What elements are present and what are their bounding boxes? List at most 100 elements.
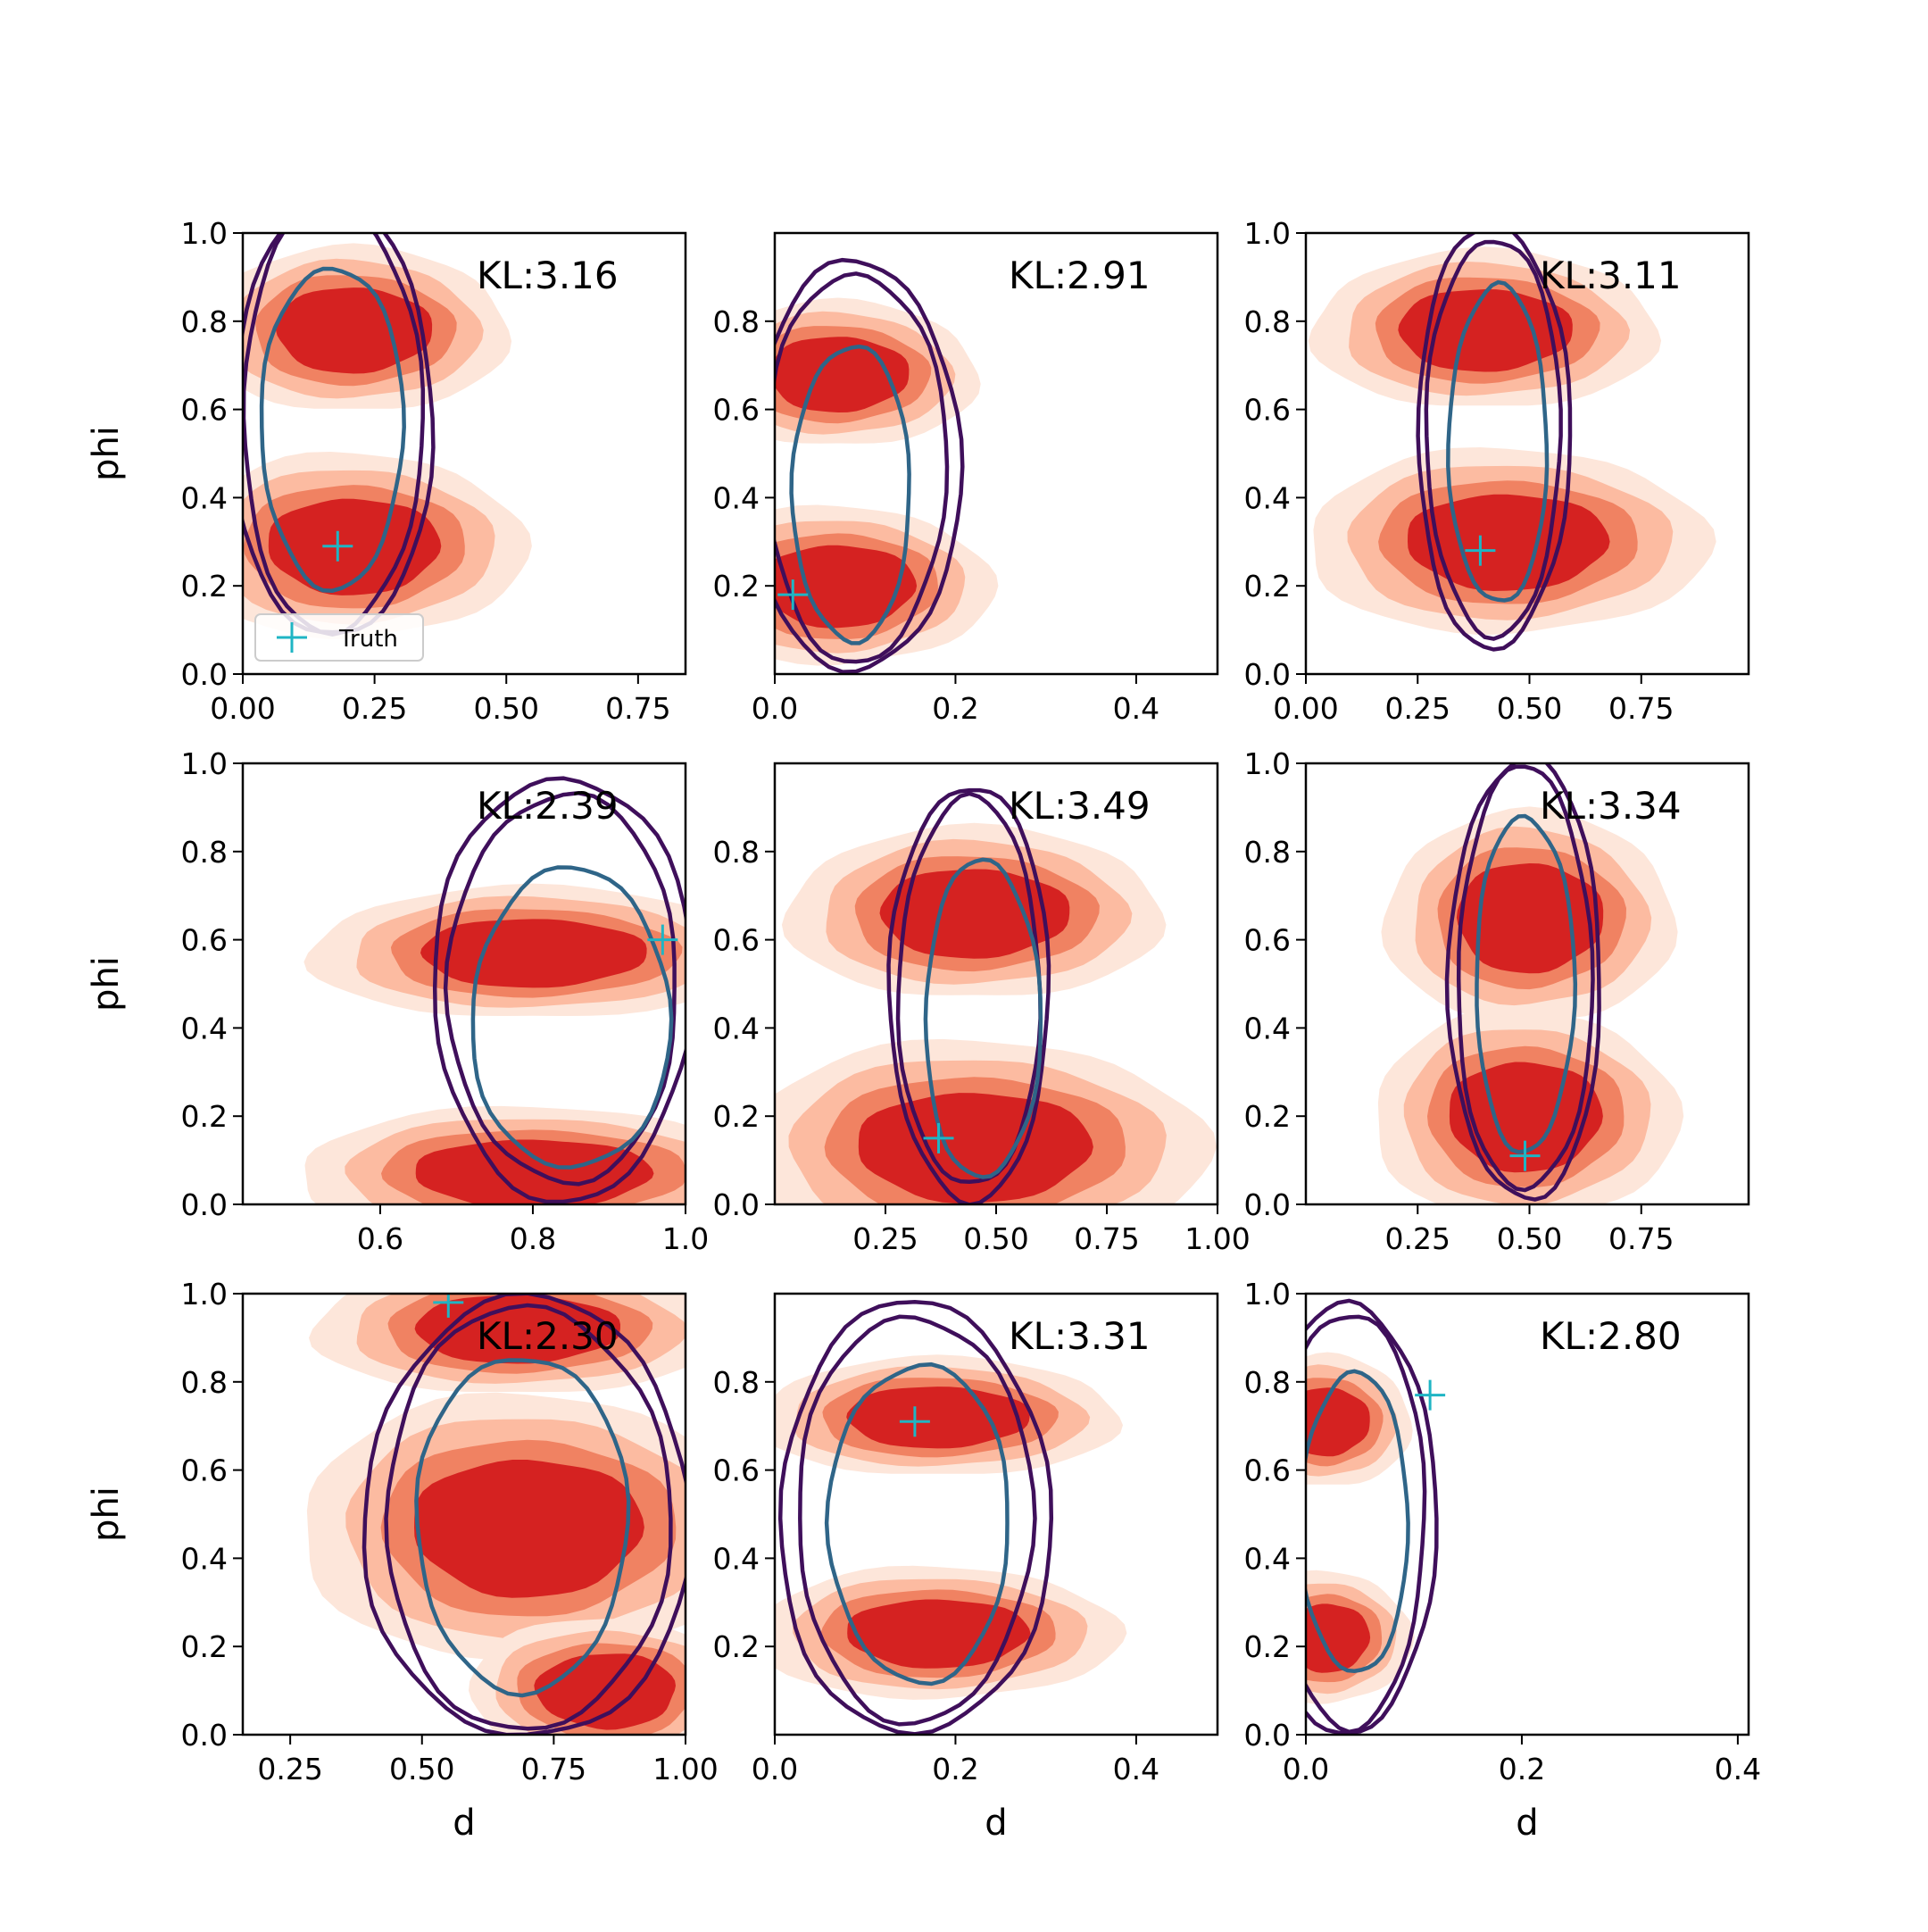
axes-frame: [1304, 762, 1750, 1206]
y-tick-label: 0.6: [713, 393, 760, 428]
plot-area: [775, 1300, 1127, 1735]
contour-outer: [362, 1294, 686, 1735]
y-tick-label: 0.2: [1244, 569, 1291, 604]
y-tick-label: 0.0: [181, 657, 228, 692]
y-tick-label: 0.8: [1244, 1365, 1291, 1400]
panel-3: KL:3.11 0.00 0.25 0.50 0.75 0.0 0.2 0.4 0.6 0.8 1.…: [1244, 216, 1750, 726]
x-tick-label: 0.25: [1385, 1221, 1450, 1256]
legend: Truth: [254, 613, 424, 662]
density-fill-level-4: [847, 1599, 1031, 1669]
y-tick-label: 1.0: [181, 216, 228, 251]
x-tick-label: 0.2: [932, 1752, 978, 1786]
kl-annotation: KL:2.91: [1009, 254, 1151, 297]
x-tick-label: 0.25: [852, 1221, 918, 1256]
x-tick-label: 0.50: [389, 1752, 454, 1786]
y-tick-label: 0.8: [1244, 835, 1291, 870]
axes-frame: [773, 1292, 1219, 1736]
x-tick-label: 0.75: [521, 1752, 586, 1786]
panel-6: KL:3.34 0.25 0.50 0.75 0.0 0.2 0.4 0.6 0.8 1.0: [1244, 746, 1750, 1256]
x-tick-label: 0.25: [342, 691, 407, 726]
contour-outer: [1416, 233, 1573, 652]
x-tick-label: 0.4: [1113, 1752, 1159, 1786]
contour-inner: [1306, 1369, 1410, 1673]
contour-outer: [777, 1300, 1054, 1735]
plot-area: [1306, 1298, 1446, 1735]
x-axis-label: d: [453, 1803, 475, 1844]
truth-marker: [923, 1122, 954, 1153]
x-tick-label: 0.0: [752, 1752, 798, 1786]
x-tick-label: 0.50: [963, 1221, 1028, 1256]
y-tick-label: 0.8: [1244, 304, 1291, 339]
contour-inner: [824, 1362, 1010, 1686]
x-tick-label: 0.50: [1497, 691, 1562, 726]
y-tick-label: 0.0: [181, 1718, 228, 1753]
density-fill-level-4: [268, 498, 442, 595]
density-fill-level-4: [775, 545, 918, 629]
y-tick-label: 1.0: [1244, 1277, 1291, 1312]
y-tick-label: 0.4: [181, 480, 228, 515]
y-tick-label: 0.8: [713, 1365, 760, 1400]
x-axis-label: d: [985, 1803, 1007, 1844]
y-tick-label: 1.0: [1244, 216, 1291, 251]
y-axis-label: phi: [86, 956, 127, 1012]
legend-box: [254, 613, 424, 662]
x-tick-label: 0.2: [932, 691, 978, 726]
contour-middle: [798, 1314, 1037, 1727]
x-tick-label: 0.75: [605, 691, 670, 726]
x-tick-label: 0.8: [510, 1221, 556, 1256]
contour-inner: [414, 1358, 631, 1698]
y-tick-label: 0.4: [181, 1541, 228, 1576]
truth-marker: [1415, 1379, 1446, 1411]
y-tick-label: 0.6: [1244, 1453, 1291, 1488]
contour-inner: [470, 865, 674, 1170]
x-tick-label: 0.50: [473, 691, 538, 726]
plot-area: [303, 776, 686, 1204]
axes-frame: [1304, 1292, 1750, 1736]
axes-frame: [241, 1292, 687, 1736]
x-tick-label: 0.2: [1499, 1752, 1545, 1786]
plot-area: [775, 787, 1217, 1204]
kl-annotation: KL:2.30: [477, 1314, 619, 1358]
x-tick-label: 0.4: [1113, 691, 1159, 726]
contour-middle: [1456, 764, 1595, 1193]
contour-outer: [1306, 1298, 1439, 1735]
x-tick-label: 0.75: [1608, 1221, 1674, 1256]
y-tick-label: 0.2: [713, 569, 760, 604]
y-tick-label: 0.6: [713, 923, 760, 958]
kl-annotation: KL:3.49: [1009, 784, 1151, 828]
plot-area: [1308, 233, 1716, 652]
panel-4: KL:2.39 0.6 0.8 1.0 0.0 0.2 0.4 0.6 0.8 1.0 phi: [86, 746, 709, 1256]
y-tick-label: 0.2: [181, 569, 228, 604]
y-axis-label: phi: [86, 1486, 127, 1542]
y-tick-label: 0.8: [181, 835, 228, 870]
x-tick-label: 1.00: [1184, 1221, 1250, 1256]
kl-annotation: KL:2.39: [477, 784, 619, 828]
x-axis-label: d: [1516, 1803, 1538, 1844]
y-tick-label: 0.4: [713, 1011, 760, 1045]
y-tick-label: 0.4: [1244, 1541, 1291, 1576]
kl-annotation: KL:3.34: [1540, 784, 1682, 828]
contour-middle: [443, 791, 677, 1187]
y-tick-label: 0.0: [1244, 1718, 1291, 1753]
x-tick-label: 0.75: [1074, 1221, 1139, 1256]
y-tick-label: 0.8: [713, 835, 760, 870]
truth-marker: [1509, 1140, 1541, 1171]
x-tick-label: 0.00: [1273, 691, 1338, 726]
y-tick-label: 1.0: [1244, 746, 1291, 781]
contour-outer: [432, 776, 686, 1204]
density-fill-level-4: [276, 287, 433, 374]
y-tick-label: 0.2: [181, 1629, 228, 1664]
contour-outer: [775, 257, 965, 674]
contour-outer: [886, 787, 1051, 1204]
density-fill-level-4: [1306, 1603, 1371, 1673]
y-tick-label: 0.2: [1244, 1099, 1291, 1134]
y-tick-label: 0.6: [181, 393, 228, 428]
y-tick-label: 0.4: [713, 1541, 760, 1576]
panel-7: KL:2.30 0.25 0.50 0.75 1.00 0.0 0.2 0.4 0.6 0.8 1.…: [86, 1277, 719, 1844]
x-tick-label: 1.00: [652, 1752, 718, 1786]
x-tick-label: 0.4: [1715, 1752, 1761, 1786]
plot-area: [306, 1294, 686, 1735]
truth-marker: [433, 1294, 464, 1318]
density-fill-level-4: [846, 1387, 1030, 1449]
